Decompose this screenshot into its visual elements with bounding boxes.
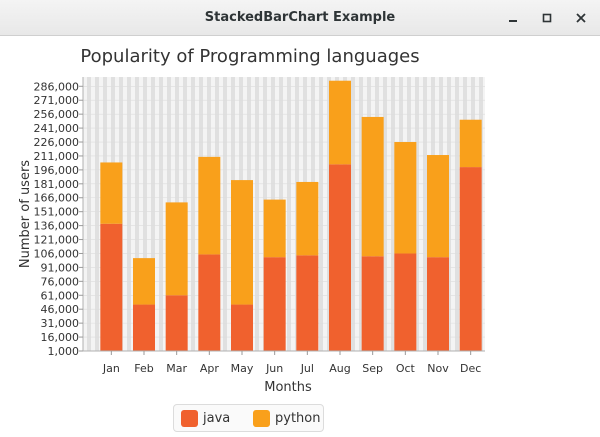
legend-swatch-python <box>253 410 270 427</box>
plot-stripe <box>383 77 387 351</box>
y-axis-label: Number of users <box>18 160 33 268</box>
y-tick-label: 106,000 <box>34 247 80 260</box>
y-tick-label: 1,000 <box>48 345 80 358</box>
bar-python-oct <box>394 142 417 254</box>
plot-stripe <box>359 77 363 351</box>
plot-stripe <box>95 77 99 351</box>
bar-java-nov <box>427 257 449 351</box>
bars-group <box>100 80 482 351</box>
bar-python-aug <box>329 80 351 165</box>
plot-stripe <box>127 77 131 351</box>
bar-java-apr <box>198 254 221 351</box>
maximize-icon[interactable] <box>538 9 556 27</box>
bar-python-nov <box>427 155 449 258</box>
bar-python-apr <box>198 156 221 255</box>
bar-java-aug <box>329 164 351 351</box>
x-tick-label: Apr <box>200 362 220 375</box>
bar-python-dec <box>459 119 482 168</box>
plot-stripe <box>87 77 91 351</box>
legend-label-java: java <box>203 411 231 426</box>
y-tick-label: 211,000 <box>34 150 80 163</box>
bar-java-jul <box>296 255 319 351</box>
y-tick-label: 271,000 <box>34 94 80 107</box>
y-tick-label: 286,000 <box>34 80 80 93</box>
y-tick-label: 121,000 <box>34 234 80 247</box>
x-tick-label: Dec <box>460 362 481 375</box>
plot-stripe <box>191 77 195 351</box>
x-tick-label: Oct <box>396 362 416 375</box>
y-tick-label: 166,000 <box>34 192 80 205</box>
y-axis-ticks: 1,00016,00031,00046,00061,00076,00091,00… <box>34 80 83 358</box>
bar-python-sep <box>361 116 384 257</box>
y-tick-label: 196,000 <box>34 164 80 177</box>
legend-label-python: python <box>275 411 321 426</box>
legend-swatch-java <box>181 410 198 427</box>
plot-stripe <box>255 77 259 351</box>
x-tick-label: Jul <box>300 362 314 375</box>
x-tick-label: Sep <box>362 362 383 375</box>
plot-stripe <box>223 77 227 351</box>
y-tick-label: 91,000 <box>41 261 80 274</box>
plot-stripe <box>455 77 459 351</box>
bar-java-oct <box>394 253 417 351</box>
plot-stripe <box>287 77 291 351</box>
y-tick-label: 46,000 <box>41 303 80 316</box>
x-tick-label: Jan <box>102 362 120 375</box>
y-tick-label: 16,000 <box>41 331 80 344</box>
y-tick-label: 61,000 <box>41 289 80 302</box>
close-icon[interactable] <box>572 9 590 27</box>
chart-title: Popularity of Programming languages <box>80 46 419 67</box>
y-tick-label: 181,000 <box>34 178 80 191</box>
bar-java-sep <box>361 256 384 351</box>
minimize-icon[interactable] <box>504 9 522 27</box>
bar-java-jan <box>100 223 123 351</box>
x-axis-ticks: Jan Feb Mar Apr May Jun Jul Aug Sep Oct Nov Dec <box>102 351 481 375</box>
x-tick-label: Feb <box>134 362 153 375</box>
x-axis-label: Months <box>264 380 312 395</box>
legend: java python <box>173 404 324 432</box>
y-tick-label: 241,000 <box>34 122 80 135</box>
bar-java-mar <box>165 295 188 351</box>
bar-python-jul <box>296 181 319 256</box>
bar-python-mar <box>165 202 188 296</box>
bar-java-feb <box>133 304 155 351</box>
bar-java-may <box>231 304 253 351</box>
bar-python-jan <box>100 162 123 224</box>
bar-java-jun <box>263 257 286 351</box>
x-tick-label: Mar <box>166 362 187 375</box>
plot-stripe <box>151 77 155 351</box>
y-tick-label: 256,000 <box>34 108 80 121</box>
title-bar[interactable]: StackedBarChart Example <box>0 0 600 36</box>
y-tick-label: 31,000 <box>41 317 80 330</box>
plot-stripe <box>423 77 427 351</box>
plot-stripe <box>415 77 419 351</box>
bar-java-dec <box>459 167 482 351</box>
x-tick-label: Jun <box>265 362 283 375</box>
x-tick-label: May <box>231 362 254 375</box>
y-tick-label: 76,000 <box>41 275 80 288</box>
bar-python-jun <box>263 199 286 258</box>
plot-stripe <box>391 77 395 351</box>
plot-stripe <box>135 77 139 351</box>
plot-stripe <box>143 77 147 351</box>
plot-stripe <box>351 77 355 351</box>
x-tick-label: Aug <box>329 362 350 375</box>
bar-python-feb <box>133 258 155 305</box>
plot-stripe <box>319 77 323 351</box>
y-tick-label: 151,000 <box>34 206 80 219</box>
y-tick-label: 136,000 <box>34 220 80 233</box>
x-tick-label: Nov <box>427 362 449 375</box>
y-tick-label: 226,000 <box>34 136 80 149</box>
plot-stripe <box>159 77 163 351</box>
window-title: StackedBarChart Example <box>204 10 396 25</box>
bar-python-may <box>231 180 253 305</box>
